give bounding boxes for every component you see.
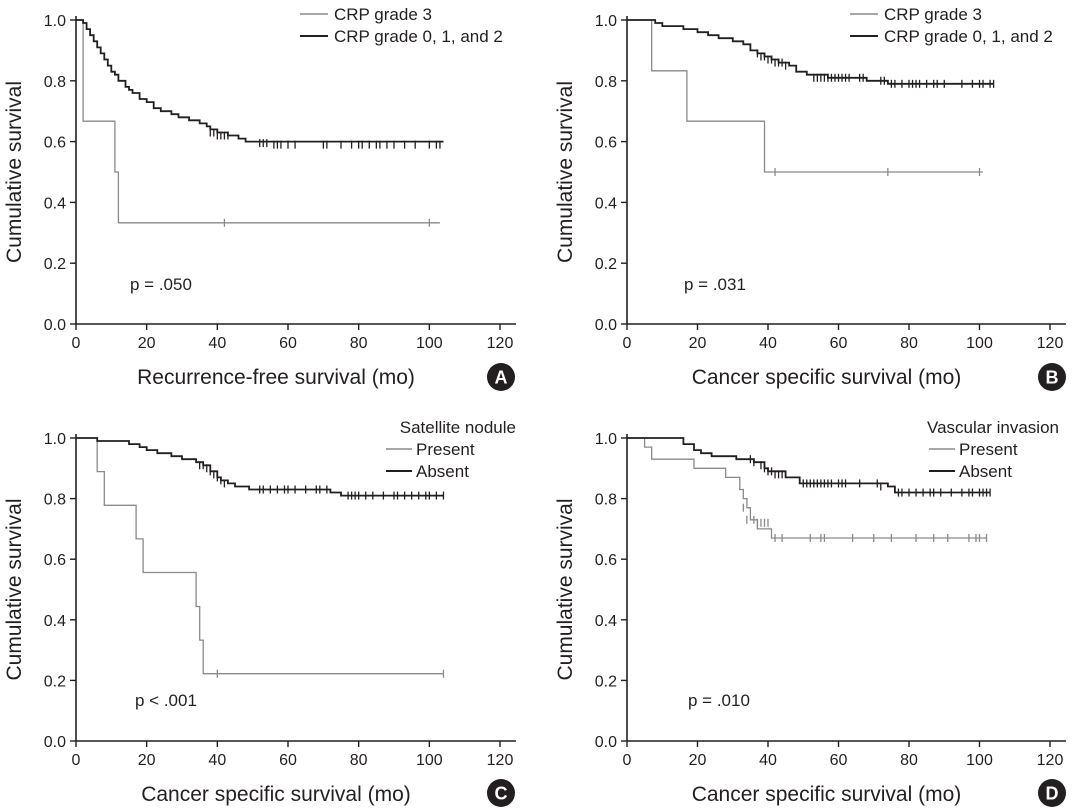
legend-label: CRP grade 3: [884, 5, 982, 24]
x-tick-label: 120: [487, 752, 514, 769]
x-tick-label: 100: [416, 335, 443, 352]
y-axis-title: Cumulative survival: [554, 81, 577, 263]
y-tick-label: 0.4: [44, 195, 66, 212]
survival-curve-present: [627, 437, 987, 539]
panel-badge: [1038, 779, 1066, 807]
legend: CRP grade 3 CRP grade 0, 1, and 2: [850, 5, 1053, 46]
legend: Vascular invasion Present Absent: [927, 418, 1059, 481]
legend: CRP grade 3 CRP grade 0, 1, and 2: [300, 5, 503, 46]
x-axis-title: Recurrence-free survival (mo): [137, 366, 415, 389]
x-tick-label: 80: [350, 752, 368, 769]
x-tick-label: 80: [350, 335, 368, 352]
panel-badge-label: B: [1046, 368, 1059, 388]
panel-badge-label: C: [495, 784, 508, 804]
y-tick-label: 1.0: [595, 431, 617, 448]
y-tick-label: 0.6: [595, 552, 617, 569]
y-tick-label: 0.8: [44, 74, 66, 91]
p-value: p = .050: [130, 275, 192, 294]
y-tick-label: 0.2: [595, 673, 617, 690]
p-value: p = .031: [684, 275, 746, 294]
legend-label: Absent: [959, 462, 1012, 481]
legend-label: Present: [416, 440, 475, 459]
x-tick-label: 60: [830, 752, 848, 769]
x-tick-label: 0: [623, 752, 632, 769]
x-axis-title: Cancer specific survival (mo): [141, 783, 411, 806]
panel-A: 0.0 0.2 0.4 0.6 0.8 1.0 0 20 40 60 80 100 120 Recurre…: [3, 5, 516, 391]
y-tick-label: 0.0: [44, 734, 66, 751]
x-tick-label: 100: [966, 335, 993, 352]
x-tick-label: 100: [416, 752, 443, 769]
y-tick-label: 0.8: [44, 492, 66, 509]
x-axis-title: Cancer specific survival (mo): [692, 783, 962, 806]
x-tick-label: 20: [138, 752, 156, 769]
p-value: p < .001: [135, 691, 197, 710]
panel-D: 0.0 0.2 0.4 0.6 0.8 1.0 0 20 40 60 80 100 120 Cancer …: [554, 418, 1066, 807]
panel-C: 0.0 0.2 0.4 0.6 0.8 1.0 0 20 40 60 80 100 120 Cancer …: [3, 418, 516, 807]
legend-label: Absent: [416, 462, 469, 481]
x-tick-label: 100: [966, 752, 993, 769]
y-tick-label: 0.2: [44, 256, 66, 273]
x-axis-title: Cancer specific survival (mo): [692, 366, 962, 389]
legend-label: CRP grade 3: [334, 5, 432, 24]
y-tick-label: 0.8: [595, 492, 617, 509]
panel-badge: [487, 779, 515, 807]
survival-curve-crp-grade-3: [627, 19, 983, 173]
x-tick-label: 120: [487, 335, 514, 352]
y-tick-label: 0.2: [595, 256, 617, 273]
y-tick-label: 0.8: [595, 74, 617, 91]
x-tick-label: 20: [138, 335, 156, 352]
x-tick-label: 0: [623, 335, 632, 352]
y-tick-label: 0.4: [595, 195, 617, 212]
y-axis-title: Cumulative survival: [3, 81, 26, 263]
legend-label: Present: [959, 440, 1018, 459]
y-tick-label: 0.0: [595, 734, 617, 751]
y-tick-label: 0.6: [44, 135, 66, 152]
x-tick-label: 40: [759, 335, 777, 352]
panel-badge-label: D: [1046, 784, 1059, 804]
legend-label: CRP grade 0, 1, and 2: [334, 27, 503, 46]
y-tick-label: 0.4: [44, 613, 66, 630]
x-tick-label: 60: [830, 335, 848, 352]
panel-B: 0.0 0.2 0.4 0.6 0.8 1.0 0 20 40 60 80 100 120 Cancer …: [554, 5, 1066, 391]
x-tick-label: 60: [279, 335, 297, 352]
x-tick-label: 120: [1037, 752, 1064, 769]
panel-badge: [1038, 363, 1066, 391]
legend-title: Vascular invasion: [927, 418, 1059, 437]
survival-curve-absent: [627, 437, 991, 494]
y-tick-label: 0.6: [44, 552, 66, 569]
y-axis-title: Cumulative survival: [3, 498, 26, 680]
p-value: p = .010: [688, 691, 750, 710]
x-tick-label: 120: [1037, 335, 1064, 352]
survival-curve-crp-grade-3: [76, 19, 440, 224]
x-tick-label: 80: [900, 752, 918, 769]
x-tick-label: 40: [759, 752, 777, 769]
x-tick-label: 0: [72, 752, 81, 769]
y-tick-label: 0.4: [595, 613, 617, 630]
x-tick-label: 40: [208, 335, 226, 352]
x-tick-label: 40: [208, 752, 226, 769]
legend-label: CRP grade 0, 1, and 2: [884, 27, 1053, 46]
y-tick-label: 1.0: [44, 13, 66, 30]
y-tick-label: 0.6: [595, 135, 617, 152]
x-tick-label: 20: [689, 335, 707, 352]
y-tick-label: 0.2: [44, 673, 66, 690]
x-tick-label: 80: [900, 335, 918, 352]
y-tick-label: 1.0: [595, 13, 617, 30]
panel-badge: [487, 363, 515, 391]
x-tick-label: 20: [689, 752, 707, 769]
y-tick-label: 1.0: [44, 431, 66, 448]
legend-title: Satellite nodule: [400, 418, 516, 437]
y-axis-title: Cumulative survival: [554, 498, 577, 680]
y-tick-label: 0.0: [595, 317, 617, 334]
x-tick-label: 60: [279, 752, 297, 769]
survival-curve-present: [76, 437, 444, 675]
legend: Satellite nodule Present Absent: [386, 418, 516, 481]
x-tick-label: 0: [72, 335, 81, 352]
y-tick-label: 0.0: [44, 317, 66, 334]
survival-curve-crp-grade-0-1-and-2: [76, 19, 444, 143]
panel-badge-label: A: [495, 368, 508, 388]
